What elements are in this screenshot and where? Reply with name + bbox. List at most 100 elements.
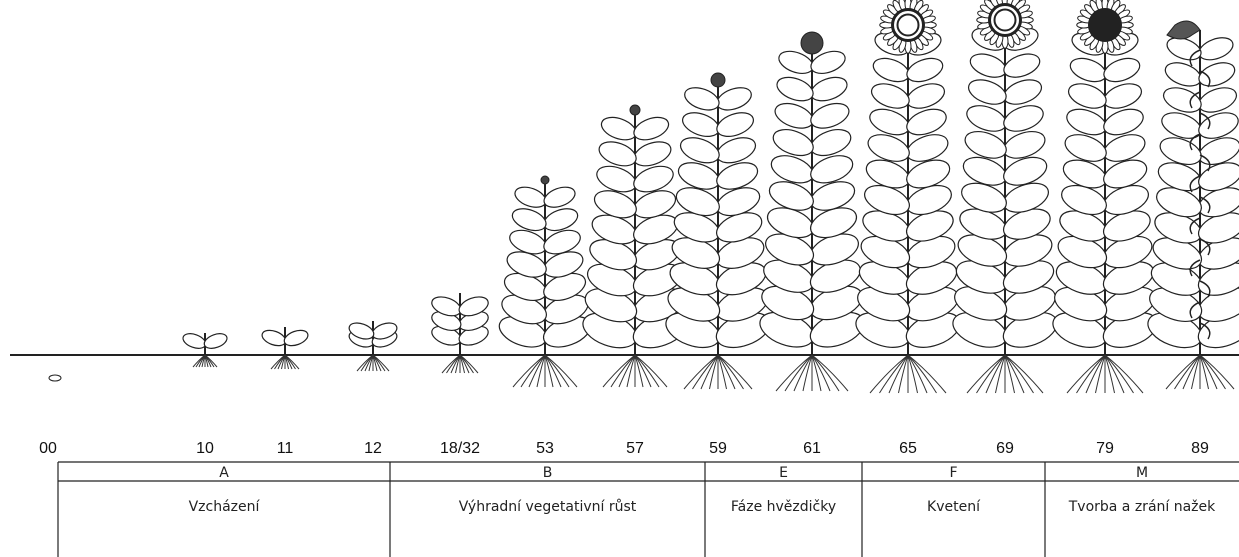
phase-letter: E bbox=[779, 465, 788, 481]
leaf bbox=[810, 50, 846, 75]
dry-leaf bbox=[1199, 280, 1211, 298]
phase-name: Výhradní vegetativní růst bbox=[459, 499, 637, 515]
leaf bbox=[458, 296, 489, 317]
root bbox=[811, 354, 831, 392]
leaf bbox=[768, 181, 814, 211]
leaf bbox=[966, 105, 1007, 132]
leaf bbox=[633, 141, 672, 167]
leaf bbox=[1064, 134, 1107, 162]
stage-code: 12 bbox=[364, 440, 382, 457]
leaf bbox=[961, 182, 1007, 213]
leaf bbox=[261, 329, 287, 347]
stage-code: 89 bbox=[1191, 440, 1209, 457]
leaf bbox=[716, 162, 759, 190]
leaf bbox=[633, 116, 670, 141]
leaf bbox=[511, 208, 547, 232]
leaf bbox=[598, 141, 637, 167]
phase-letter: B bbox=[543, 465, 553, 481]
root bbox=[1066, 354, 1106, 394]
root bbox=[1199, 354, 1235, 390]
root bbox=[1199, 354, 1218, 390]
root bbox=[1104, 354, 1125, 394]
leaf bbox=[600, 116, 637, 141]
root bbox=[610, 354, 636, 388]
leaf bbox=[593, 190, 637, 219]
phase-name: Kvetení bbox=[927, 499, 981, 515]
leaf bbox=[967, 79, 1007, 105]
leaf bbox=[770, 155, 814, 184]
leaf bbox=[1003, 105, 1044, 132]
leaf bbox=[867, 134, 910, 162]
leaf bbox=[682, 112, 720, 137]
root bbox=[1199, 354, 1209, 390]
stage-code: 57 bbox=[626, 440, 644, 457]
root bbox=[811, 354, 840, 392]
root bbox=[618, 354, 636, 388]
root bbox=[1004, 354, 1015, 394]
root bbox=[717, 354, 753, 390]
leaf bbox=[1103, 83, 1143, 109]
plant bbox=[261, 327, 309, 370]
leaf bbox=[776, 76, 814, 102]
root bbox=[1165, 354, 1201, 390]
root bbox=[536, 354, 546, 388]
leaf bbox=[1161, 112, 1202, 139]
bud bbox=[629, 104, 641, 116]
root bbox=[793, 354, 813, 392]
leaf bbox=[543, 229, 581, 255]
root bbox=[1174, 354, 1201, 390]
dry-leaf bbox=[1189, 217, 1201, 235]
leaf bbox=[543, 208, 579, 232]
stage-code: 59 bbox=[709, 440, 727, 457]
leaf bbox=[1198, 37, 1234, 61]
stage-code: 00 bbox=[39, 440, 57, 457]
leaf bbox=[872, 57, 910, 83]
root bbox=[775, 354, 813, 392]
plant bbox=[182, 333, 228, 368]
dry-leaf bbox=[1189, 49, 1201, 67]
root bbox=[811, 354, 849, 392]
root bbox=[717, 354, 736, 390]
plant bbox=[1147, 20, 1239, 390]
bud bbox=[800, 31, 824, 55]
leaf bbox=[182, 333, 207, 349]
dry-leaf bbox=[1199, 70, 1211, 88]
root bbox=[634, 354, 660, 388]
root bbox=[634, 354, 644, 388]
root bbox=[717, 354, 727, 390]
leaf bbox=[810, 129, 852, 157]
root bbox=[784, 354, 813, 392]
root bbox=[1085, 354, 1106, 394]
root bbox=[520, 354, 546, 388]
dry-leaf bbox=[1189, 301, 1201, 319]
phase-letter: F bbox=[949, 465, 957, 481]
plant bbox=[498, 175, 592, 388]
leaf bbox=[1103, 108, 1144, 136]
root bbox=[544, 354, 554, 388]
stage-code: 79 bbox=[1096, 440, 1114, 457]
leaf bbox=[906, 57, 944, 83]
leaf bbox=[1103, 159, 1148, 189]
plant bbox=[665, 72, 771, 390]
root bbox=[907, 354, 947, 394]
leaf bbox=[1003, 53, 1041, 78]
dry-leaf bbox=[1189, 133, 1201, 151]
leaf bbox=[1003, 156, 1048, 186]
leaf bbox=[1159, 137, 1202, 166]
dry-leaf bbox=[1189, 175, 1201, 193]
root bbox=[879, 354, 909, 394]
root bbox=[966, 354, 1006, 394]
plants bbox=[182, 0, 1239, 394]
leaf bbox=[543, 186, 576, 208]
stage-code: 53 bbox=[536, 440, 554, 457]
leaf bbox=[1198, 62, 1236, 87]
seed bbox=[48, 374, 62, 382]
phase-letter: A bbox=[219, 465, 229, 481]
root bbox=[976, 354, 1006, 394]
leaf bbox=[514, 186, 547, 208]
root bbox=[907, 354, 918, 394]
leaf bbox=[1162, 87, 1202, 113]
root bbox=[284, 354, 300, 370]
leaf bbox=[906, 159, 951, 189]
